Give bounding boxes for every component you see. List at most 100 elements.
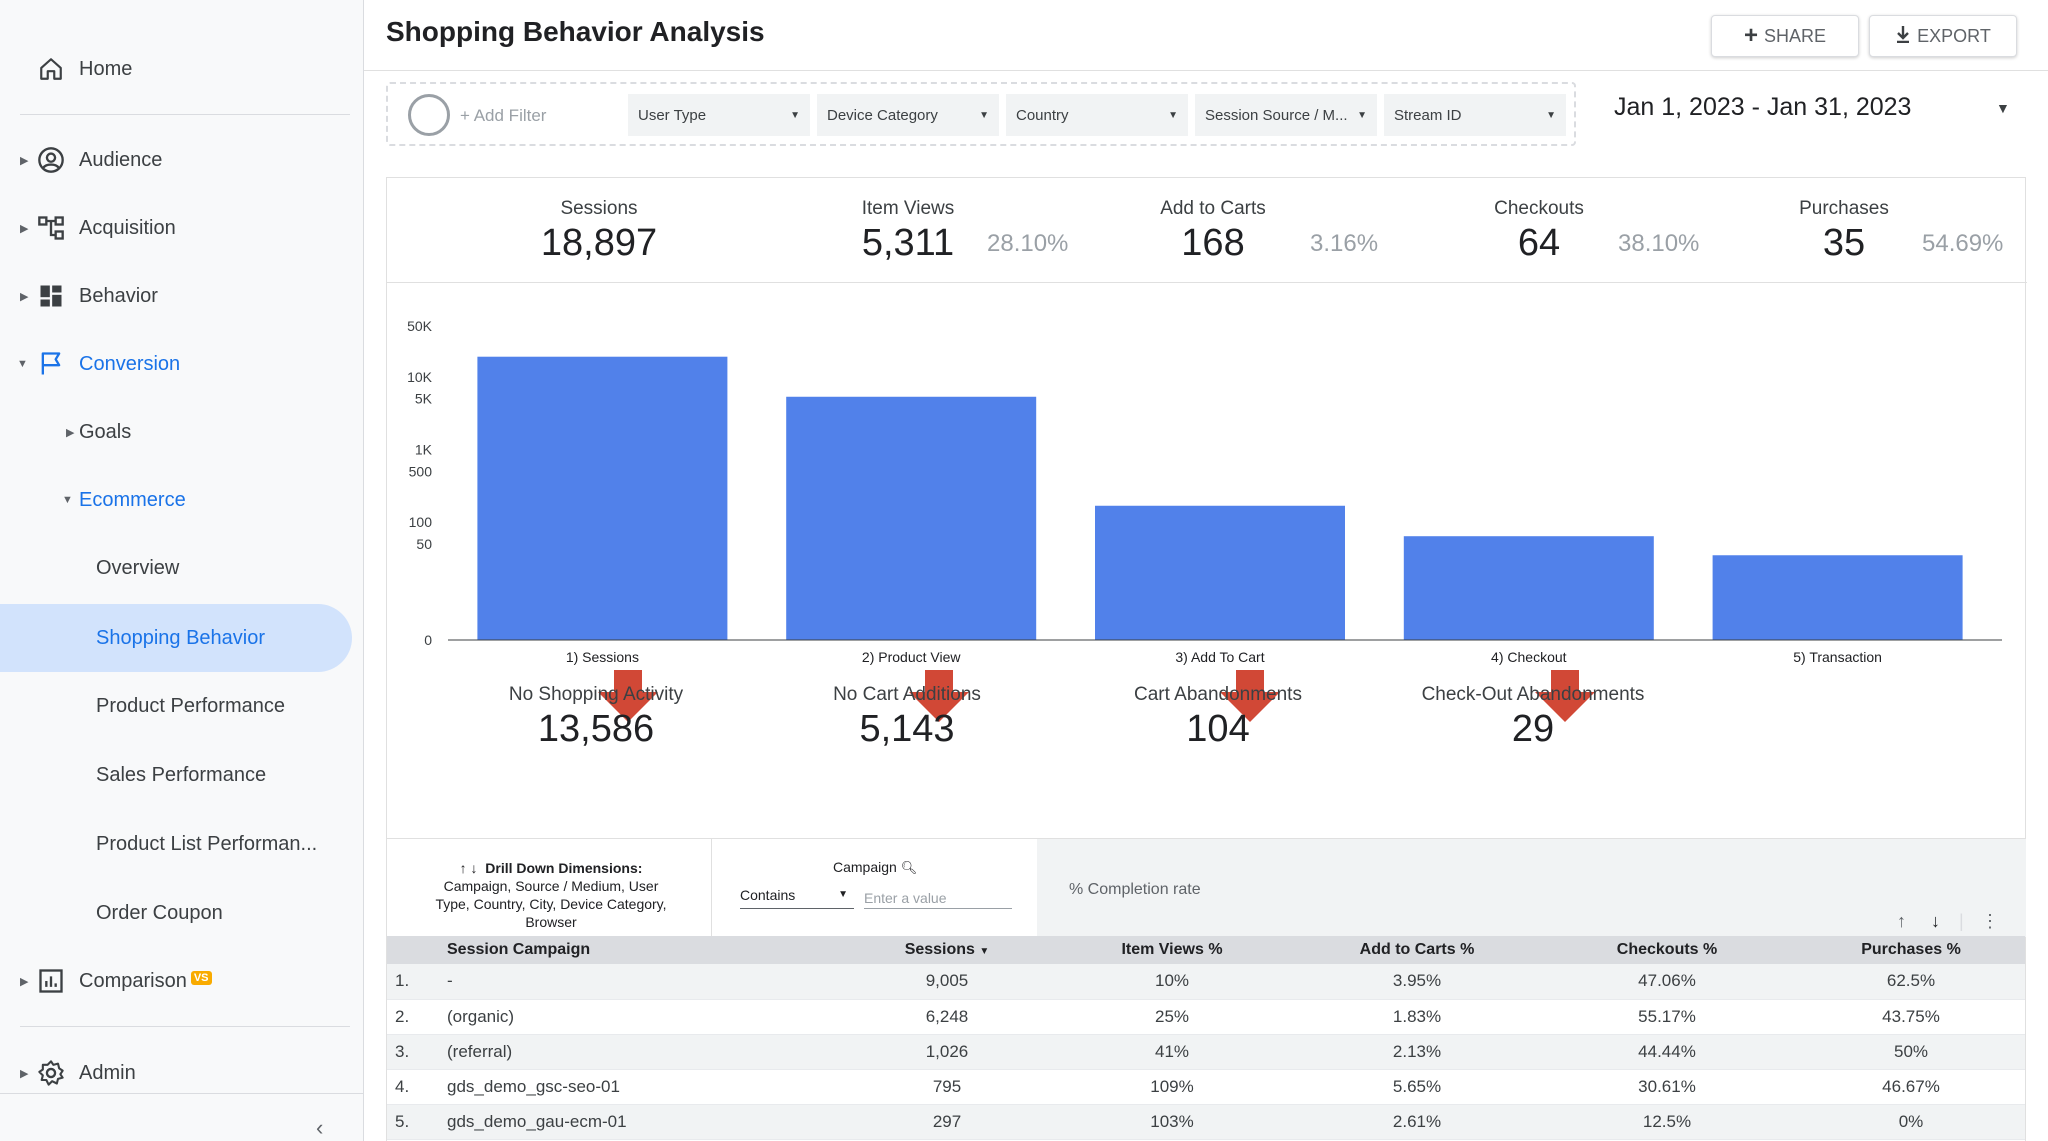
dropdown-arrow-icon[interactable]: ▼ [1996, 100, 2010, 116]
filter-label: Session Source / M... [1205, 106, 1348, 124]
add-filter-circle-icon[interactable] [408, 94, 450, 136]
user-type-filter[interactable]: User Type ▼ [628, 94, 810, 136]
column-header[interactable]: Session Campaign [447, 936, 847, 964]
account-circle-icon [37, 146, 65, 174]
country-filter[interactable]: Country ▼ [1006, 94, 1188, 136]
match-type-label: Contains [740, 887, 796, 903]
sidebar-item-label-wrap: Comparison VS [79, 970, 212, 993]
sidebar-item-conversion[interactable]: ▼ Conversion [0, 330, 352, 398]
sidebar-item-label: Product Performance [96, 694, 285, 717]
sidebar-item-label: Conversion [79, 352, 181, 375]
table-cell-item-views: 41% [1047, 1034, 1297, 1070]
table-cell-checkouts: 44.44% [1537, 1034, 1797, 1070]
kpi-value: 5,311 [861, 222, 955, 264]
sidebar-item-comparison[interactable]: ▶ Comparison VS [0, 947, 352, 1015]
kpi-sessions: Sessions 18,897 [499, 198, 699, 265]
dropoff-label: No Shopping Activity [508, 684, 684, 705]
table-cell-campaign: (organic) [447, 999, 847, 1035]
bar-chart-icon [37, 967, 65, 995]
column-header-sessions[interactable]: Sessions ▼ [847, 936, 1047, 964]
column-header[interactable]: Purchases % [1797, 936, 2025, 964]
sidebar-item-order-coupon[interactable]: Order Coupon [0, 879, 352, 947]
match-type-select[interactable]: Contains ▼ [740, 881, 854, 909]
sidebar-divider [20, 114, 350, 115]
sidebar-item-product-performance[interactable]: Product Performance [0, 672, 352, 740]
funnel-bar[interactable] [1095, 505, 1345, 640]
arrow-down-icon[interactable]: ↓ [1931, 911, 1940, 931]
kpi-row: Sessions 18,897 Item Views 5,311 28.10% … [387, 178, 2027, 283]
campaign-table: Session Campaign Sessions ▼ Item Views %… [387, 936, 2025, 1140]
dropdown-arrow-icon: ▼ [790, 109, 800, 121]
funnel-bar[interactable] [477, 356, 728, 640]
arrow-up-icon[interactable]: ↑ [1897, 911, 1906, 931]
table-cell-sessions: 1,026 [847, 1034, 1047, 1070]
collapse-sidebar-icon[interactable]: ‹ [316, 1115, 324, 1140]
kpi-label: Add to Carts [1160, 198, 1266, 219]
completion-rate-panel: % Completion rate ↑ ↓ | ⋮ [1037, 839, 2026, 937]
table-cell-purchases: 50% [1797, 1034, 2025, 1070]
funnel-bar[interactable] [1403, 536, 1654, 640]
sidebar-item-product-list-performance[interactable]: Product List Performan... [0, 810, 352, 878]
funnel-bar[interactable] [1712, 555, 1963, 640]
dropdown-arrow-icon: ▼ [979, 109, 989, 121]
table-row[interactable]: 2. (organic) 6,248 25% 1.83% 55.17% 43.75% [387, 999, 2025, 1035]
vs-badge: VS [190, 970, 212, 985]
share-label: SHARE [1764, 25, 1827, 46]
drill-down-dimensions[interactable]: ↑ ↓ Drill Down Dimensions: Campaign, Sou… [386, 839, 716, 937]
sidebar-item-sales-performance[interactable]: Sales Performance [0, 741, 352, 809]
dropoff-check-out-abandonments: Check-Out Abandonments 29 [1393, 670, 1673, 751]
kpi-label: Sessions [560, 198, 638, 219]
add-filter-button[interactable]: + Add Filter [460, 106, 547, 125]
sidebar-item-home[interactable]: Home [0, 35, 352, 103]
device-category-filter[interactable]: Device Category ▼ [817, 94, 999, 136]
table-cell-num: 5. [387, 1104, 447, 1140]
sidebar-item-overview[interactable]: Overview [0, 534, 352, 602]
share-button[interactable]: + SHARE [1711, 15, 1859, 57]
sidebar-item-label: Sales Performance [96, 763, 267, 786]
sidebar-item-audience[interactable]: ▶ Audience [0, 126, 352, 194]
caret-right-icon: ▶ [20, 1067, 29, 1080]
y-tick-label: 50K [407, 318, 433, 334]
sidebar-item-label: Comparison [79, 969, 187, 992]
campaign-filter: Campaign 🔍︎ Contains ▼ [711, 839, 1037, 937]
sidebar-item-behavior[interactable]: ▶ Behavior [0, 262, 352, 330]
export-button[interactable]: EXPORT [1869, 15, 2017, 57]
table-row[interactable]: 3. (referral) 1,026 41% 2.13% 44.44% 50% [387, 1034, 2025, 1070]
dropdown-arrow-icon: ▼ [1357, 109, 1367, 121]
date-range-picker[interactable]: Jan 1, 2023 - Jan 31, 2023 [1614, 93, 1912, 121]
sidebar-item-ecommerce[interactable]: ▼ Ecommerce [0, 466, 352, 534]
table-row[interactable]: 4. gds_demo_gsc-seo-01 795 109% 5.65% 30.61% 4… [387, 1069, 2025, 1105]
sidebar-item-acquisition[interactable]: ▶ Acquisition [0, 194, 352, 262]
more-vert-icon[interactable]: ⋮ [1981, 911, 1999, 931]
kpi-item-views: Item Views 5,311 [808, 198, 1008, 265]
table-cell-add-to-carts: 2.61% [1297, 1104, 1537, 1140]
flag-icon [37, 350, 65, 378]
funnel-bar[interactable] [786, 396, 1037, 640]
table-row[interactable]: 1. -9,005 10% 3.95% 47.06% 62.5% [387, 964, 2025, 1000]
drill-title-row: ↑ ↓ Drill Down Dimensions: [386, 859, 716, 877]
filter-label: Device Category [827, 106, 938, 124]
filter-label: Country [1016, 106, 1069, 124]
table-cell-purchases: 46.67% [1797, 1069, 2025, 1105]
campaign-value-input[interactable] [864, 881, 1012, 909]
column-header[interactable]: Item Views % [1047, 936, 1297, 964]
sidebar-item-goals[interactable]: ▶ Goals [0, 398, 352, 466]
table-cell-sessions: 297 [847, 1104, 1047, 1140]
sidebar-item-shopping-behavior[interactable]: Shopping Behavior [0, 604, 352, 672]
sidebar-item-label: Home [79, 57, 133, 80]
column-header[interactable]: Checkouts % [1537, 936, 1797, 964]
dropoff-value: 104 [1186, 708, 1250, 750]
sidebar-item-label: Product List Performan... [96, 832, 318, 855]
stream-id-filter[interactable]: Stream ID ▼ [1384, 94, 1566, 136]
table-cell-num: 2. [387, 999, 447, 1035]
sidebar-item-label: Admin [79, 1061, 136, 1084]
drill-dimensions-list: Campaign, Source / Medium, User Type, Co… [435, 878, 667, 930]
sidebar-item-admin[interactable]: ▶ Admin [0, 1039, 352, 1107]
y-tick-label: 5K [415, 391, 433, 407]
session-source-filter[interactable]: Session Source / M... ▼ [1195, 94, 1377, 136]
table-row[interactable]: 5. gds_demo_gau-ecm-01 297 103% 2.61% 12.5% 0% [387, 1104, 2025, 1140]
dropoff-label: Cart Abandonments [1134, 684, 1302, 705]
header-divider [364, 70, 2048, 71]
column-header[interactable]: Add to Carts % [1297, 936, 1537, 964]
